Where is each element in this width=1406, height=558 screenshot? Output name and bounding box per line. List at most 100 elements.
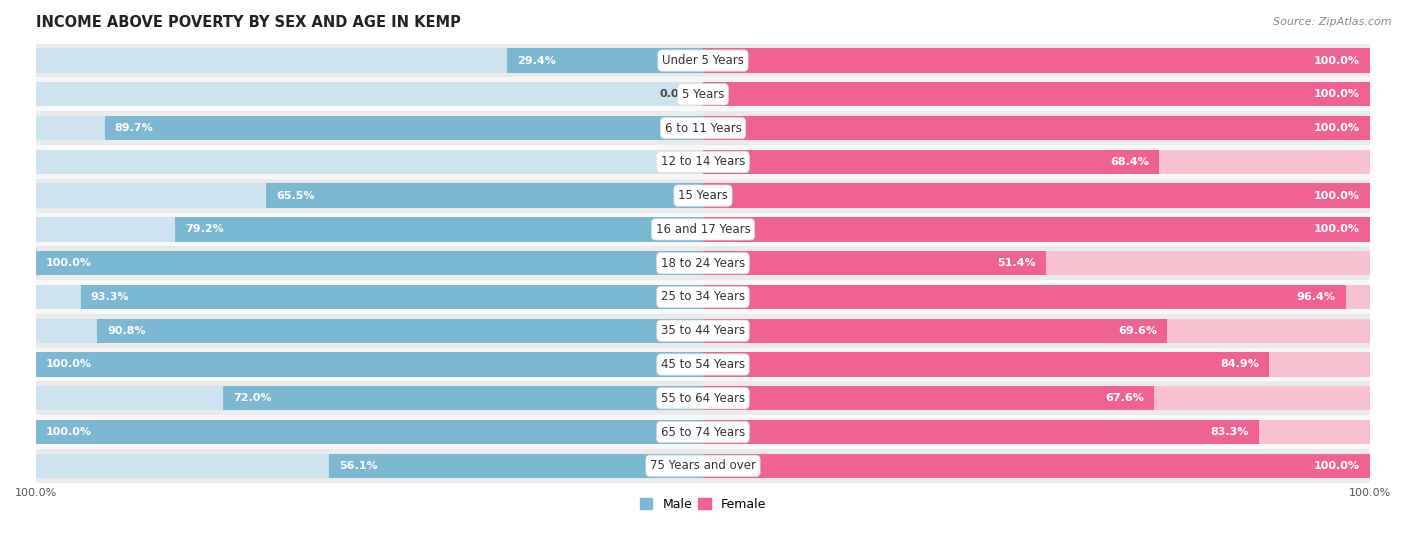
Bar xyxy=(37,82,703,107)
Bar xyxy=(37,352,703,377)
Bar xyxy=(37,314,1369,348)
Bar xyxy=(37,386,703,411)
Bar xyxy=(703,217,1369,242)
Text: 100.0%: 100.0% xyxy=(1313,56,1360,65)
Text: 12 to 14 Years: 12 to 14 Years xyxy=(661,155,745,169)
Text: 75 Years and over: 75 Years and over xyxy=(650,459,756,472)
Text: 100.0%: 100.0% xyxy=(1313,461,1360,471)
Bar xyxy=(37,381,1369,415)
Bar xyxy=(37,319,703,343)
Bar xyxy=(37,280,1369,314)
Bar xyxy=(703,420,1258,444)
Bar xyxy=(703,386,1369,411)
Bar xyxy=(37,49,703,73)
Bar xyxy=(703,319,1167,343)
Text: 72.0%: 72.0% xyxy=(233,393,271,403)
Bar xyxy=(703,285,1369,309)
Text: 65.5%: 65.5% xyxy=(276,191,315,201)
Bar xyxy=(703,352,1369,377)
Bar xyxy=(703,454,1369,478)
Bar xyxy=(703,352,1270,377)
Text: 51.4%: 51.4% xyxy=(997,258,1036,268)
Bar xyxy=(37,449,1369,483)
Bar xyxy=(37,184,703,208)
Bar xyxy=(37,348,1369,381)
Legend: Male, Female: Male, Female xyxy=(636,493,770,516)
Bar xyxy=(37,454,703,478)
Text: 56.1%: 56.1% xyxy=(339,461,378,471)
Bar xyxy=(703,150,1159,174)
Bar xyxy=(37,179,1369,213)
Bar xyxy=(703,150,1369,174)
Text: Under 5 Years: Under 5 Years xyxy=(662,54,744,67)
Bar xyxy=(222,386,703,411)
Bar xyxy=(37,420,703,444)
Text: 84.9%: 84.9% xyxy=(1220,359,1260,369)
Bar xyxy=(703,319,1369,343)
Text: 65 to 74 Years: 65 to 74 Years xyxy=(661,426,745,439)
Bar xyxy=(703,116,1369,140)
Text: 67.6%: 67.6% xyxy=(1105,393,1144,403)
Text: 25 to 34 Years: 25 to 34 Years xyxy=(661,291,745,304)
Bar xyxy=(37,246,1369,280)
Text: 100.0%: 100.0% xyxy=(46,427,93,437)
Bar xyxy=(703,49,1369,73)
Text: 83.3%: 83.3% xyxy=(1211,427,1249,437)
Bar xyxy=(37,213,1369,246)
Bar xyxy=(37,116,703,140)
Text: 0.0%: 0.0% xyxy=(659,157,690,167)
Bar xyxy=(105,116,703,140)
Text: 5 Years: 5 Years xyxy=(682,88,724,101)
Text: 29.4%: 29.4% xyxy=(517,56,555,65)
Bar xyxy=(329,454,703,478)
Text: 16 and 17 Years: 16 and 17 Years xyxy=(655,223,751,236)
Bar xyxy=(37,217,703,242)
Bar xyxy=(174,217,703,242)
Text: 79.2%: 79.2% xyxy=(184,224,224,234)
Bar xyxy=(37,251,703,275)
Bar xyxy=(37,150,703,174)
Text: 0.0%: 0.0% xyxy=(659,89,690,99)
Text: 100.0%: 100.0% xyxy=(46,359,93,369)
Bar xyxy=(37,145,1369,179)
Text: 69.6%: 69.6% xyxy=(1118,326,1157,336)
Bar xyxy=(703,184,1369,208)
Bar xyxy=(37,111,1369,145)
Text: 6 to 11 Years: 6 to 11 Years xyxy=(665,122,741,134)
Bar xyxy=(703,184,1369,208)
Bar xyxy=(703,116,1369,140)
Bar xyxy=(508,49,703,73)
Bar xyxy=(37,420,703,444)
Text: 100.0%: 100.0% xyxy=(1313,89,1360,99)
Text: 68.4%: 68.4% xyxy=(1111,157,1149,167)
Text: 96.4%: 96.4% xyxy=(1296,292,1336,302)
Text: 100.0%: 100.0% xyxy=(1313,191,1360,201)
Bar xyxy=(703,251,1369,275)
Bar xyxy=(703,285,1346,309)
Bar xyxy=(97,319,703,343)
Text: 89.7%: 89.7% xyxy=(115,123,153,133)
Text: 45 to 54 Years: 45 to 54 Years xyxy=(661,358,745,371)
Bar xyxy=(703,82,1369,107)
Bar xyxy=(703,420,1369,444)
Text: 90.8%: 90.8% xyxy=(107,326,146,336)
Text: INCOME ABOVE POVERTY BY SEX AND AGE IN KEMP: INCOME ABOVE POVERTY BY SEX AND AGE IN K… xyxy=(37,15,461,30)
Text: 18 to 24 Years: 18 to 24 Years xyxy=(661,257,745,270)
Bar xyxy=(37,78,1369,111)
Bar xyxy=(703,82,1369,107)
Text: 93.3%: 93.3% xyxy=(91,292,129,302)
Bar xyxy=(703,251,1046,275)
Bar xyxy=(37,44,1369,78)
Bar xyxy=(37,251,703,275)
Text: 100.0%: 100.0% xyxy=(46,258,93,268)
Text: Source: ZipAtlas.com: Source: ZipAtlas.com xyxy=(1274,17,1392,27)
Bar xyxy=(80,285,703,309)
Text: 35 to 44 Years: 35 to 44 Years xyxy=(661,324,745,337)
Bar xyxy=(37,352,703,377)
Bar xyxy=(266,184,703,208)
Text: 55 to 64 Years: 55 to 64 Years xyxy=(661,392,745,405)
Bar xyxy=(37,415,1369,449)
Text: 100.0%: 100.0% xyxy=(1313,123,1360,133)
Bar xyxy=(703,386,1154,411)
Bar xyxy=(37,285,703,309)
